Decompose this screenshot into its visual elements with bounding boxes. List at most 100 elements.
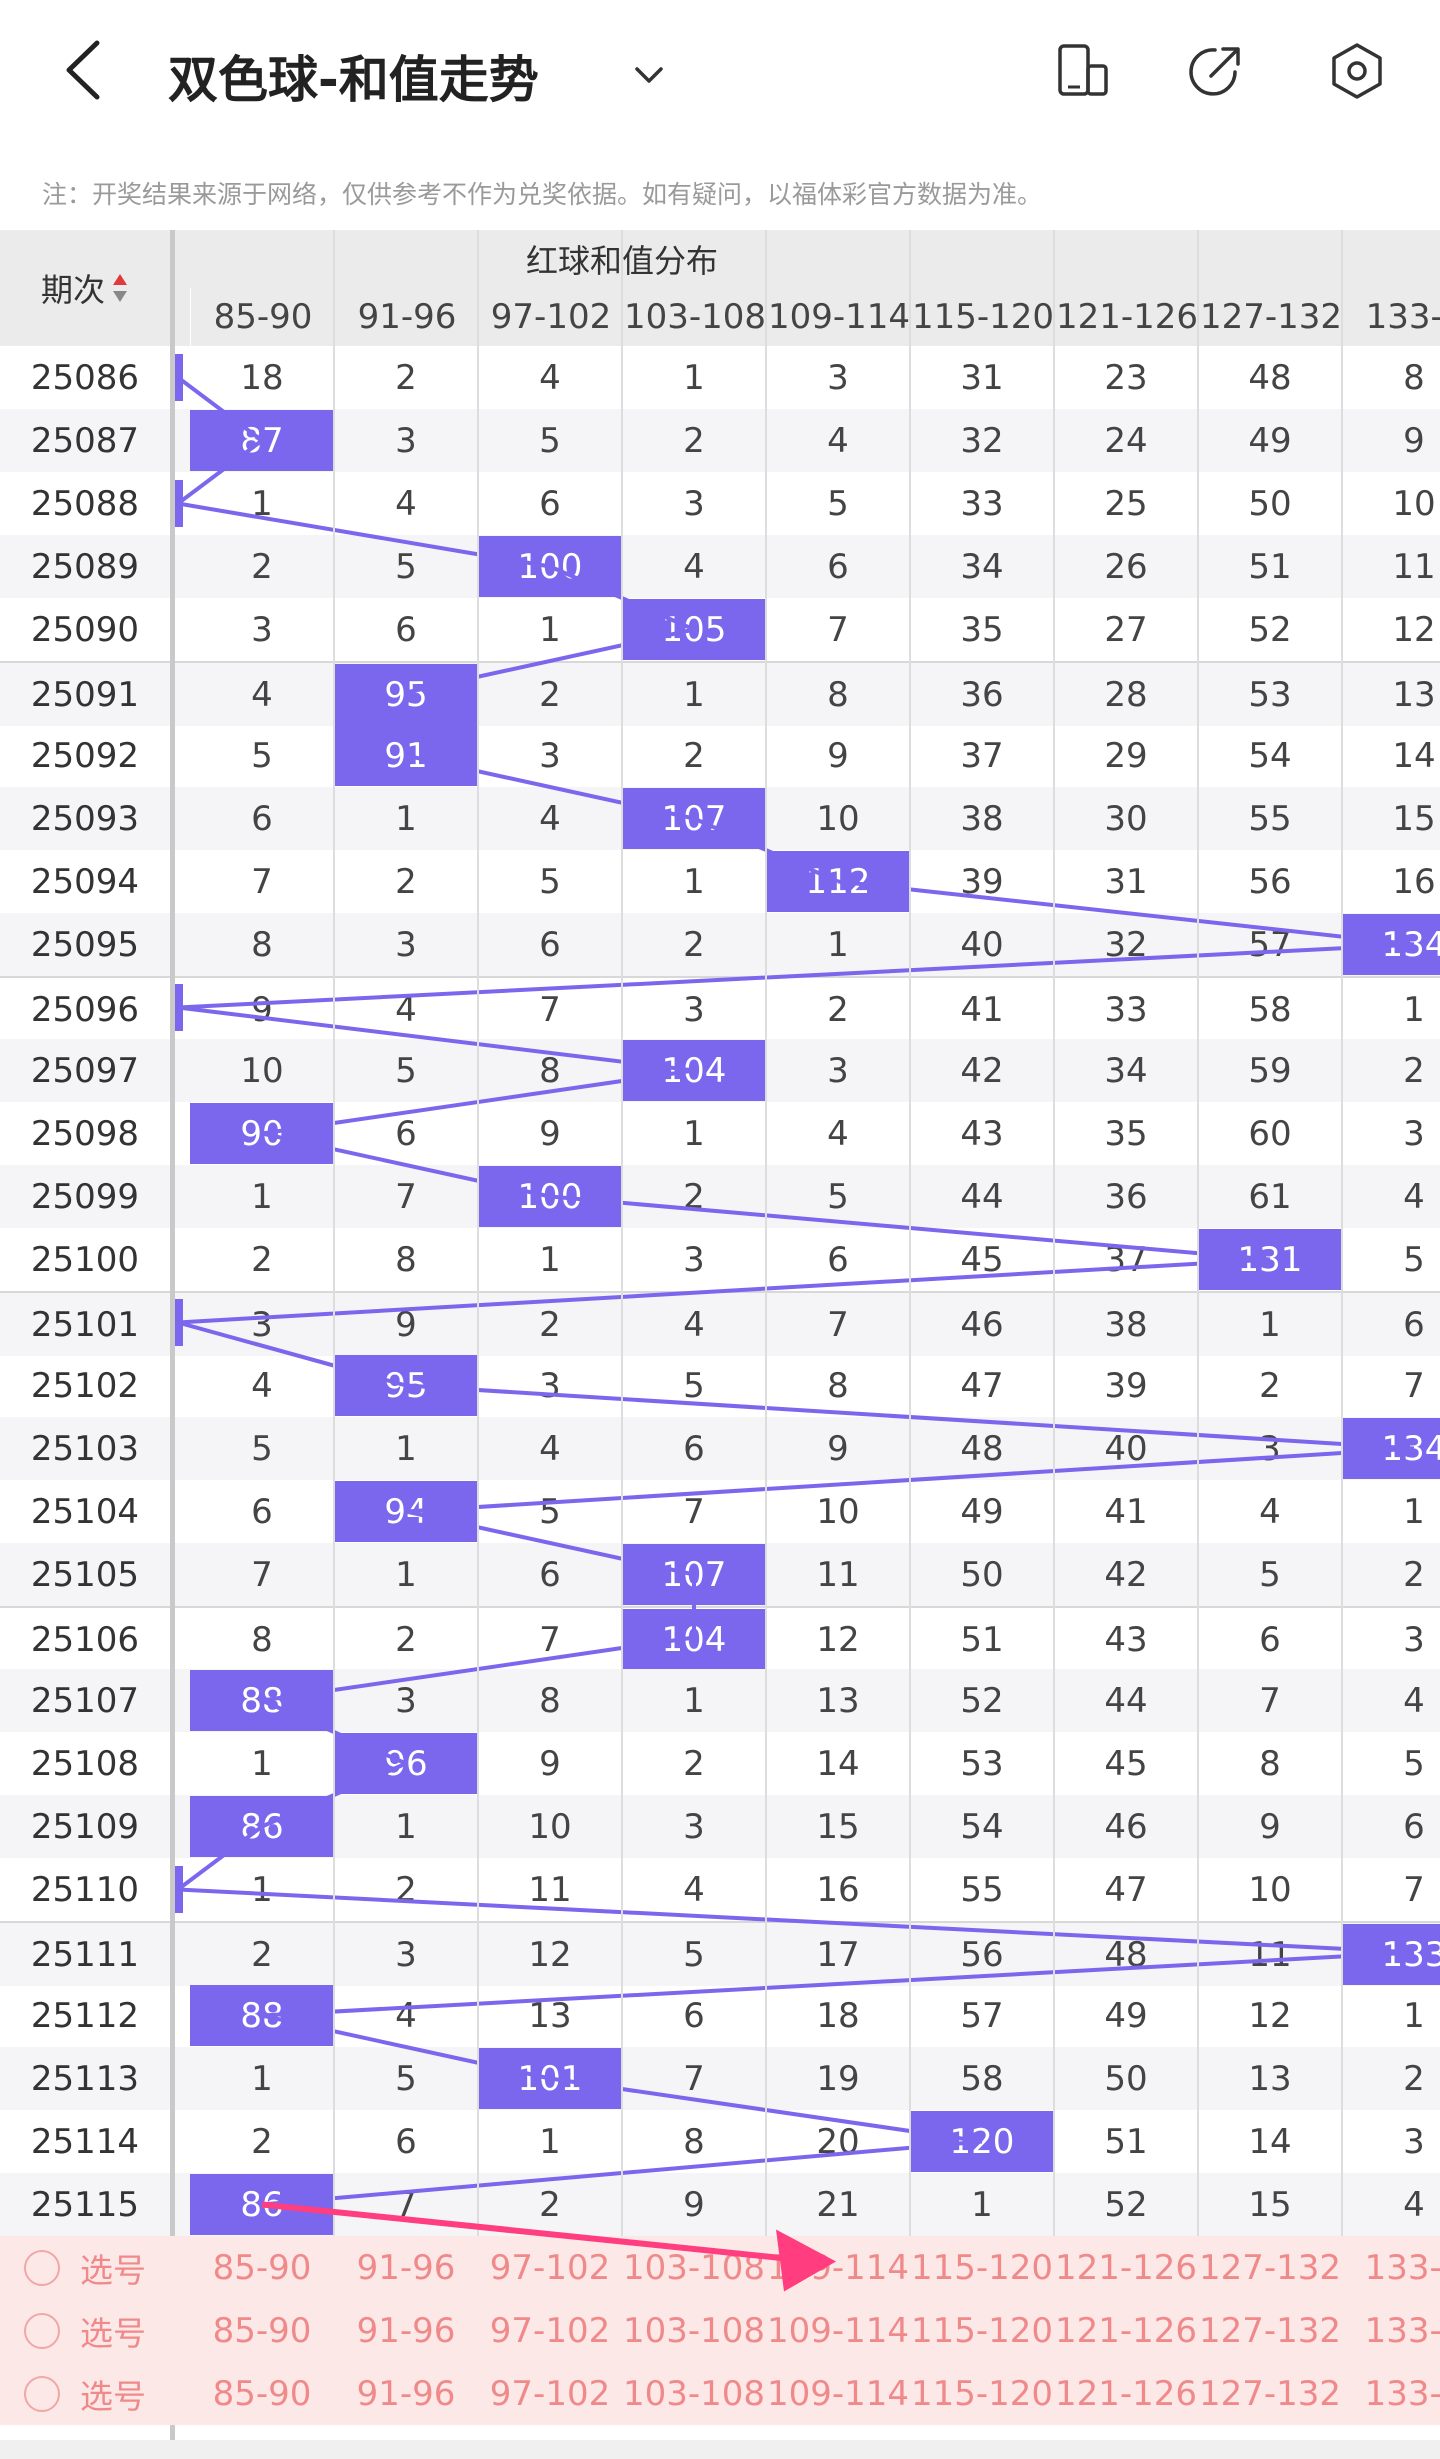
value-cell: 14 [1392,735,1436,776]
trend-table: 期次 红球和值分布 85-90 91-96 97-102 103-108 109-114… [0,230,1440,2459]
trend-segment [176,1824,264,1892]
period-cell: 25106 [30,1619,140,1660]
selection-range-cell[interactable]: 115-120 [910,2373,1054,2414]
value-cell: 1 [395,1428,417,1469]
radio-circle-icon[interactable] [24,2250,60,2286]
value-cell: 11 [528,1869,572,1910]
value-cell: 4 [1403,2184,1425,2225]
value-cell: 12 [1248,1995,1292,2036]
selection-range-cell[interactable]: 121-126 [1054,2310,1198,2351]
table-row: 25096 9 4 7 3 2 41 33 58 1 [0,976,1440,1041]
chevron-down-icon[interactable] [625,55,673,95]
period-cell: 25091 [30,674,140,715]
value-cell: 4 [683,546,705,587]
table-header: 期次 红球和值分布 85-90 91-96 97-102 103-108 109-114… [0,230,1440,346]
screen-rotate-icon[interactable] [1052,40,1114,102]
value-cell: 3 [683,989,705,1030]
value-cell: 2 [251,546,273,587]
value-cell: 8 [683,2121,705,2162]
value-cell: 1 [395,798,417,839]
selection-row[interactable]: 选号 85-90 91-96 97-102 103-108 109-114 115-120 1… [0,2236,1440,2299]
value-cell: 56 [1248,861,1292,902]
value-cell: 4 [1259,1491,1281,1532]
period-cell: 25112 [30,1995,140,2036]
selection-range-cell[interactable]: 109-114 [766,2373,910,2414]
value-cell: 8 [251,1619,273,1660]
selection-range-cell[interactable]: 97-102 [489,2310,611,2351]
selection-range-cell[interactable]: 121-126 [1054,2373,1198,2414]
selection-range-cell[interactable]: 109-114 [766,2310,910,2351]
selection-range-cell[interactable]: 91-96 [356,2247,456,2288]
value-cell: 6 [539,924,561,965]
selection-row[interactable]: 选号 85-90 91-96 97-102 103-108 109-114 115-120 1… [0,2362,1440,2425]
value-cell: 4 [683,1304,705,1345]
value-cell: 2 [395,1619,417,1660]
value-cell: 28 [1104,674,1148,715]
table-row: 25088 1 4 6 3 5 33 25 50 10 [0,472,1440,535]
value-cell: 13 [1392,674,1436,715]
period-cell: 25098 [30,1113,140,1154]
value-cell: 2 [827,989,849,1030]
value-cell: 48 [960,1428,1004,1469]
selection-range-cell[interactable]: 127-132 [1198,2247,1342,2288]
selection-range-cell[interactable]: 121-126 [1054,2247,1198,2288]
value-cell: 54 [960,1806,1004,1847]
settings-icon[interactable] [1326,40,1388,102]
value-cell: 2 [395,357,417,398]
value-cell: 6 [1403,1304,1425,1345]
value-cell: 5 [395,2058,417,2099]
selection-range-cell[interactable]: 115-120 [910,2310,1054,2351]
trend-segment [261,1950,1415,2018]
trend-segment [176,375,264,443]
sort-icon[interactable] [111,271,129,305]
value-cell: 6 [395,2121,417,2162]
selection-range-cell[interactable]: 115-120 [910,2247,1054,2288]
value-cell: 6 [1259,1619,1281,1660]
period-cell: 25093 [30,798,140,839]
selection-range-cell[interactable]: 91-96 [356,2310,456,2351]
value-cell: 5 [251,1428,273,1469]
value-cell: 5 [827,1176,849,1217]
value-cell: 41 [960,989,1004,1030]
selection-range-cell[interactable]: 97-102 [489,2373,611,2414]
value-cell: 10 [240,1050,284,1091]
value-cell: 4 [1403,1680,1425,1721]
selection-range-cell[interactable]: 133-1 [1364,2373,1440,2414]
selection-range-cell[interactable]: 133-1 [1364,2247,1440,2288]
selection-range-cell[interactable]: 85-90 [212,2373,312,2414]
value-cell: 4 [251,674,273,715]
selection-row[interactable]: 选号 85-90 91-96 97-102 103-108 109-114 115-120 1… [0,2299,1440,2362]
value-cell: 9 [827,735,849,776]
page-title[interactable]: 双色球-和值走势 [168,51,539,109]
value-cell: 4 [395,483,417,524]
selection-range-cell[interactable]: 127-132 [1198,2373,1342,2414]
value-cell: 5 [1403,1743,1425,1784]
selection-range-cell[interactable]: 85-90 [212,2247,312,2288]
back-arrow-icon[interactable] [55,35,115,105]
value-cell: 2 [683,1743,705,1784]
value-cell: 30 [1104,798,1148,839]
selection-range-cell[interactable]: 85-90 [212,2310,312,2351]
value-cell: 44 [960,1176,1004,1217]
selection-range-cell[interactable]: 103-108 [622,2310,766,2351]
value-cell: 3 [395,420,417,461]
selection-range-cell[interactable]: 97-102 [489,2247,611,2288]
selection-range-cell[interactable]: 103-108 [622,2373,766,2414]
selection-range-cell[interactable]: 91-96 [356,2373,456,2414]
value-cell: 5 [683,1365,705,1406]
trend-segment [261,2013,551,2081]
radio-circle-icon[interactable] [24,2376,60,2412]
value-cell: 4 [539,357,561,398]
grid-line [1341,230,1343,2236]
radio-circle-icon[interactable] [24,2313,60,2349]
value-cell: 9 [683,2184,705,2225]
value-cell: 51 [1104,2121,1148,2162]
period-header[interactable]: 期次 [0,230,170,346]
period-cell: 25087 [30,420,140,461]
selection-range-cell[interactable]: 127-132 [1198,2310,1342,2351]
period-cell: 25105 [30,1554,140,1595]
value-cell: 49 [1104,1995,1148,2036]
value-cell: 53 [960,1743,1004,1784]
share-icon[interactable] [1185,40,1247,102]
selection-range-cell[interactable]: 133-1 [1364,2310,1440,2351]
